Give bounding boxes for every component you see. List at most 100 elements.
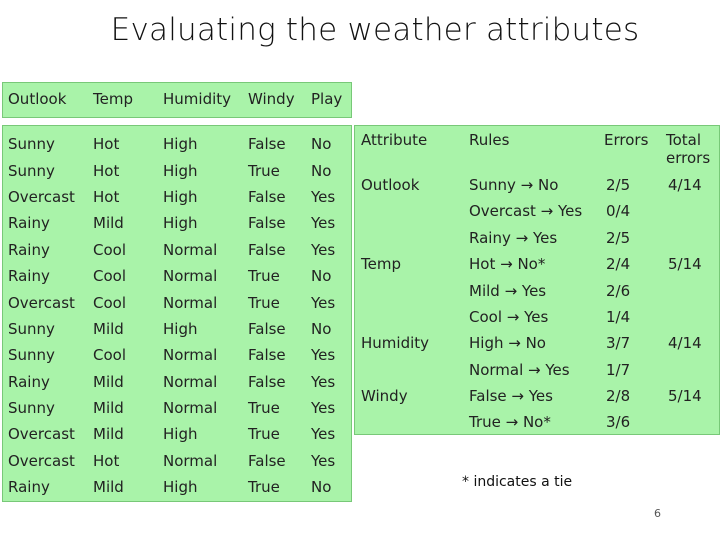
rules-rule-cell: True → No*: [469, 413, 551, 431]
weather-cell: False: [248, 320, 286, 338]
weather-cell: High: [163, 320, 198, 338]
rules-rule-cell: Normal → Yes: [469, 361, 570, 379]
rules-errors-cell: 2/5: [606, 229, 631, 247]
weather-cell: Mild: [93, 399, 124, 417]
weather-cell: False: [248, 373, 286, 391]
weather-cell: Sunny: [8, 399, 55, 417]
rules-rule-cell: High → No: [469, 334, 546, 352]
weather-cell: Normal: [163, 241, 218, 259]
weather-cell: Yes: [311, 346, 336, 364]
weather-cell: False: [248, 214, 286, 232]
weather-header-cell: Outlook: [8, 90, 67, 108]
rules-rule-cell: False → Yes: [469, 387, 553, 405]
weather-cell: Overcast: [8, 425, 75, 443]
rules-rule-cell: Rainy → Yes: [469, 229, 558, 247]
weather-cell: Yes: [311, 373, 336, 391]
weather-cell: No: [311, 320, 332, 338]
weather-cell: Sunny: [8, 135, 55, 153]
weather-cell: Sunny: [8, 346, 55, 364]
weather-cell: High: [163, 188, 198, 206]
weather-cell: Cool: [93, 294, 126, 312]
weather-cell: Normal: [163, 399, 218, 417]
weather-cell: False: [248, 346, 286, 364]
total-errors-header: Total errors: [666, 131, 711, 167]
weather-header-cell: Play: [311, 90, 343, 108]
weather-cell: Rainy: [8, 214, 50, 232]
weather-cell: Overcast: [8, 452, 75, 470]
rules-attribute-cell: Humidity: [361, 334, 430, 352]
weather-cell: True: [248, 294, 280, 312]
rules-total-cell: 4/14: [668, 176, 702, 194]
page-number: 6: [654, 507, 661, 520]
weather-cell: True: [248, 425, 280, 443]
rules-rule-cell: Cool → Yes: [469, 308, 549, 326]
weather-cell: High: [163, 162, 198, 180]
weather-cell: No: [311, 267, 332, 285]
weather-cell: False: [248, 135, 286, 153]
rules-attribute-cell: Windy: [361, 387, 408, 405]
tie-footnote: * indicates a tie: [462, 474, 573, 490]
weather-table-body-box: [2, 125, 352, 502]
weather-cell: No: [311, 162, 332, 180]
weather-header-cell: Temp: [93, 90, 133, 108]
weather-cell: Normal: [163, 373, 218, 391]
weather-cell: Cool: [93, 346, 126, 364]
weather-table-header-box: [2, 82, 352, 118]
weather-cell: Mild: [93, 425, 124, 443]
weather-cell: Rainy: [8, 241, 50, 259]
weather-cell: Overcast: [8, 188, 75, 206]
weather-cell: Yes: [311, 214, 336, 232]
weather-cell: Sunny: [8, 162, 55, 180]
rules-errors-cell: 0/4: [606, 202, 631, 220]
weather-cell: Yes: [311, 452, 336, 470]
rules-total-cell: 4/14: [668, 334, 702, 352]
weather-cell: Rainy: [8, 267, 50, 285]
weather-cell: Sunny: [8, 320, 55, 338]
weather-cell: Yes: [311, 425, 336, 443]
rules-rule-cell: Hot → No*: [469, 255, 546, 273]
rules-errors-cell: 1/7: [606, 361, 631, 379]
weather-cell: Yes: [311, 399, 336, 417]
rules-errors-cell: 3/6: [606, 413, 631, 431]
rules-attribute-cell: Outlook: [361, 176, 420, 194]
weather-cell: Cool: [93, 267, 126, 285]
rules-errors-cell: 2/5: [606, 176, 631, 194]
weather-cell: Rainy: [8, 478, 50, 496]
weather-cell: True: [248, 399, 280, 417]
rules-attribute-cell: Temp: [361, 255, 401, 273]
rules-rule-cell: Mild → Yes: [469, 282, 547, 300]
weather-cell: Yes: [311, 188, 336, 206]
weather-cell: No: [311, 478, 332, 496]
weather-cell: Yes: [311, 294, 336, 312]
weather-cell: Mild: [93, 320, 124, 338]
weather-cell: True: [248, 478, 280, 496]
weather-cell: True: [248, 162, 280, 180]
weather-cell: Normal: [163, 294, 218, 312]
rules-total-cell: 5/14: [668, 387, 702, 405]
slide-title: Evaluating the weather attributes: [110, 12, 640, 48]
weather-cell: Mild: [93, 478, 124, 496]
weather-cell: No: [311, 135, 332, 153]
weather-cell: Normal: [163, 346, 218, 364]
weather-cell: High: [163, 135, 198, 153]
rules-errors-cell: 3/7: [606, 334, 631, 352]
weather-cell: False: [248, 188, 286, 206]
weather-header-cell: Windy: [248, 90, 295, 108]
weather-cell: Hot: [93, 135, 120, 153]
weather-cell: High: [163, 425, 198, 443]
weather-cell: False: [248, 241, 286, 259]
weather-cell: Hot: [93, 188, 120, 206]
weather-cell: Yes: [311, 241, 336, 259]
rules-table-box: [354, 125, 720, 435]
rules-header: Rules: [469, 131, 510, 149]
weather-header-cell: Humidity: [163, 90, 232, 108]
weather-cell: Overcast: [8, 294, 75, 312]
weather-cell: Hot: [93, 162, 120, 180]
rules-errors-cell: 2/6: [606, 282, 631, 300]
weather-cell: High: [163, 214, 198, 232]
weather-cell: True: [248, 267, 280, 285]
attribute-header: Attribute: [361, 131, 428, 149]
rules-rule-cell: Overcast → Yes: [469, 202, 583, 220]
weather-cell: High: [163, 478, 198, 496]
weather-cell: Cool: [93, 241, 126, 259]
